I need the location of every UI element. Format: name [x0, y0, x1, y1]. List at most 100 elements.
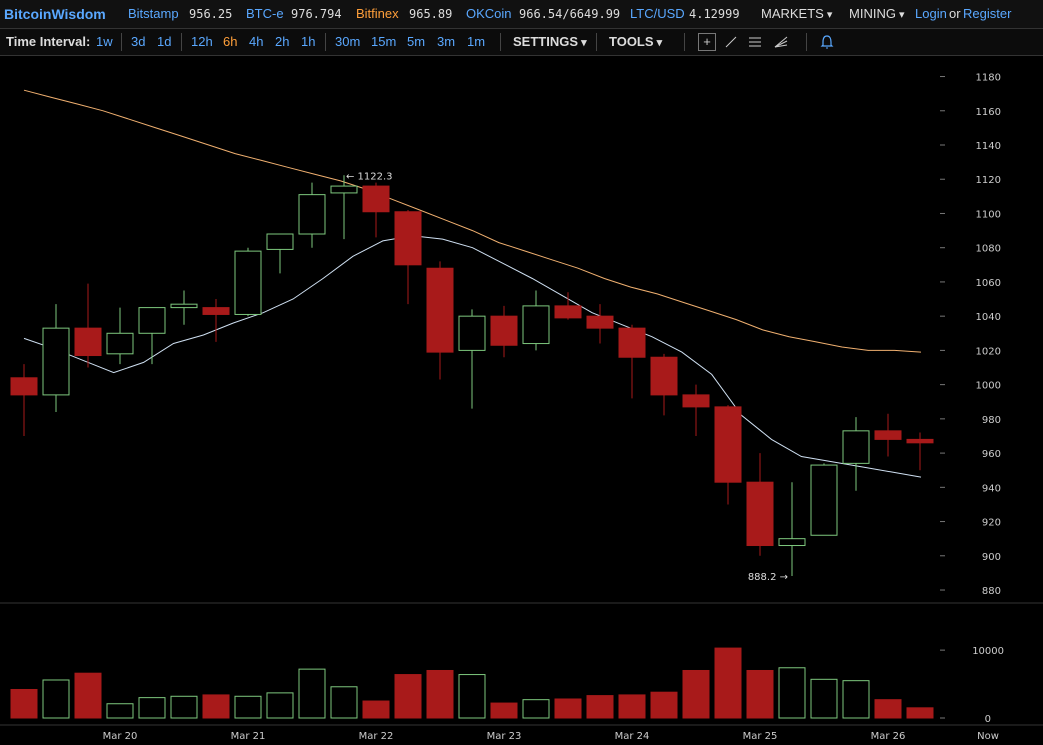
- register-link[interactable]: Register: [963, 6, 1012, 21]
- x-tick-label: Mar 25: [743, 731, 778, 742]
- price-tick-label: 1080: [976, 244, 1001, 255]
- candle-down: [746, 481, 774, 547]
- interval-15m[interactable]: 15m: [371, 34, 397, 49]
- toolbar-divider: [181, 33, 182, 51]
- volume-bar: [810, 678, 838, 719]
- candle-up: [842, 430, 870, 464]
- price-tick-label: 1100: [976, 209, 1001, 220]
- login-link[interactable]: Login: [915, 6, 947, 21]
- annotations: ← 1122.3 888.2 →: [346, 171, 788, 583]
- candle-down: [714, 406, 742, 483]
- market-ltcusd-price: 4.12999: [689, 7, 740, 21]
- x-tick-label: Mar 21: [231, 731, 266, 742]
- brand-logo[interactable]: BitcoinWisdom: [4, 6, 106, 22]
- price-tick-label: 1060: [976, 278, 1001, 289]
- volume-tick-label: 0: [985, 714, 991, 725]
- candle-down: [426, 267, 454, 353]
- or-text: or: [949, 6, 961, 21]
- interval-1d[interactable]: 1d: [157, 34, 172, 49]
- interval-12h[interactable]: 12h: [191, 34, 213, 49]
- candle-down: [618, 327, 646, 358]
- candle-up: [810, 464, 838, 536]
- candle-up: [106, 332, 134, 355]
- price-tick-label: 940: [982, 483, 1001, 494]
- market-ltcusd-name[interactable]: LTC/USD: [630, 6, 685, 21]
- price-tick-label: 1160: [976, 107, 1001, 118]
- price-tick-label: 1040: [976, 312, 1001, 323]
- volume-bar: [746, 669, 774, 719]
- volume-bar: [586, 695, 614, 719]
- volume-bar: [874, 699, 902, 719]
- volume-bar: [458, 674, 486, 719]
- x-tick-label: Mar 24: [615, 731, 650, 742]
- tools-menu[interactable]: TOOLS: [609, 34, 662, 49]
- price-tick-label: 1020: [976, 346, 1001, 357]
- market-bitfinex-name[interactable]: Bitfinex: [356, 6, 399, 21]
- x-tick-label: Now: [977, 731, 999, 742]
- interval-30m[interactable]: 30m: [335, 34, 361, 49]
- candle-down: [362, 185, 390, 213]
- volume-bar: [394, 674, 422, 719]
- market-btce-name[interactable]: BTC-e: [246, 6, 284, 21]
- interval-3d[interactable]: 3d: [131, 34, 146, 49]
- axes: 880 900 920 940 960 980 1000 1020 1040 1060 1080 11…: [0, 73, 1043, 742]
- candle-up: [298, 194, 326, 235]
- fast-moving-average-line: [23, 235, 922, 478]
- volume-bar: [682, 669, 710, 719]
- candle-down: [874, 430, 902, 440]
- volume-bar: [10, 688, 38, 719]
- candle-down: [10, 377, 38, 396]
- line-draw-icon[interactable]: [722, 33, 740, 51]
- volume-bar: [42, 679, 70, 719]
- settings-menu[interactable]: SETTINGS: [513, 34, 587, 49]
- top-navigation-bar: BitcoinWisdom Bitstamp 956.25 BTC-e 976.…: [0, 0, 1043, 29]
- candle-up: [778, 538, 806, 547]
- slow-moving-average-line: [23, 89, 922, 353]
- interval-1m[interactable]: 1m: [467, 34, 486, 49]
- low-price-annotation: 888.2 →: [748, 572, 788, 583]
- fan-icon[interactable]: [772, 33, 790, 51]
- interval-6h[interactable]: 6h: [223, 34, 238, 49]
- fibonacci-icon[interactable]: [746, 33, 764, 51]
- toolbar-divider: [325, 33, 326, 51]
- interval-5m[interactable]: 5m: [407, 34, 426, 49]
- market-okcoin-price: 966.54/6649.99: [519, 7, 621, 21]
- interval-3m[interactable]: 3m: [437, 34, 456, 49]
- price-chart[interactable]: ← 1122.3 888.2 → 880 900 920 940 960 980 1000 10…: [0, 56, 1043, 745]
- price-tick-label: 880: [982, 586, 1001, 597]
- x-tick-label: Mar 26: [871, 731, 906, 742]
- toolbar-divider: [596, 33, 597, 51]
- time-interval-label: Time Interval:: [6, 34, 91, 49]
- volume-tick-label: 10000: [972, 646, 1004, 657]
- candle-up: [330, 185, 358, 194]
- interval-4h[interactable]: 4h: [249, 34, 264, 49]
- toolbar-divider: [684, 33, 685, 51]
- market-bitstamp-name[interactable]: Bitstamp: [128, 6, 179, 21]
- price-tick-label: 900: [982, 552, 1001, 563]
- volume-bar: [266, 692, 294, 719]
- crosshair-icon[interactable]: +: [698, 33, 716, 51]
- market-okcoin-name[interactable]: OKCoin: [466, 6, 512, 21]
- price-tick-label: 920: [982, 518, 1001, 529]
- interval-1h[interactable]: 1h: [301, 34, 316, 49]
- interval-1w[interactable]: 1w: [96, 34, 113, 49]
- candle-up: [42, 327, 70, 396]
- mining-menu[interactable]: MINING: [849, 6, 905, 21]
- interval-2h[interactable]: 2h: [275, 34, 290, 49]
- alert-bell-icon[interactable]: [818, 33, 836, 51]
- volume-bar: [714, 647, 742, 719]
- markets-menu[interactable]: MARKETS: [761, 6, 832, 21]
- volume-bar: [842, 680, 870, 719]
- volume-bar: [490, 702, 518, 719]
- volume-bar: [906, 707, 934, 719]
- candle-down: [554, 305, 582, 319]
- volume-bar: [234, 695, 262, 719]
- volume-bar: [778, 667, 806, 719]
- volume-bar: [362, 700, 390, 719]
- high-price-annotation: ← 1122.3: [346, 171, 393, 182]
- price-tick-label: 1120: [976, 175, 1001, 186]
- volume-bar: [426, 669, 454, 719]
- candle-down: [906, 438, 934, 444]
- moving-averages: [23, 89, 922, 478]
- volume-bars: [10, 647, 934, 719]
